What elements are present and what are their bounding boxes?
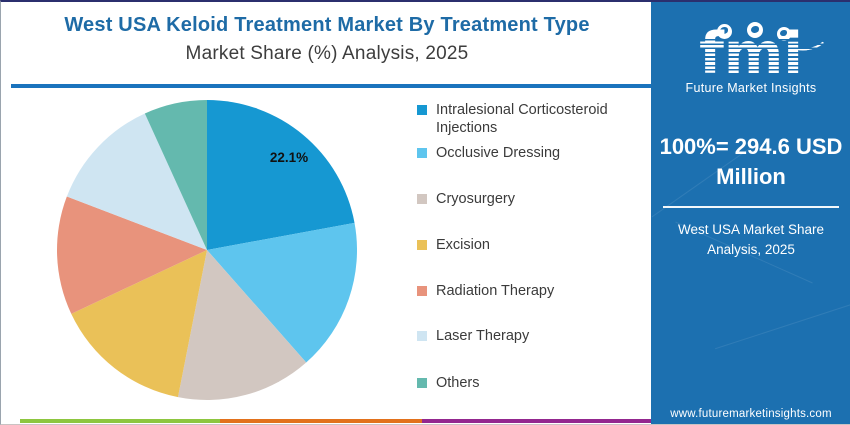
pie-slice-radiation-therapy [57,196,207,314]
pie-slice-occlusive-dressing [207,222,358,363]
fmi-logo: fmi Future Market Insights [651,12,850,112]
chart-title: West USA Keloid Treatment Market By Trea… [64,14,590,36]
legend-swatch [417,331,427,341]
header: West USA Keloid Treatment Market By Trea… [1,2,653,65]
legend-label: Cryosurgery [436,191,515,207]
pie-slice-excision [71,250,207,398]
sidebar-caption: West USA Market Share Analysis, 2025 [677,222,825,257]
fmi-logo-dots [651,22,850,54]
pie-slice-value-label: 22.1% [269,150,309,165]
sidebar-texture-line [715,295,850,350]
fmi-logo-name: Future Market Insights [685,81,817,95]
legend-swatch [417,194,427,204]
legend-label: Laser Therapy [436,328,530,344]
legend-swatch [417,378,427,388]
pie-slice-cryosurgery [177,250,307,400]
legend-swatch [417,105,427,115]
website-url: www.futuremarketinsights.com [670,408,832,420]
legend-label: Others [436,375,480,391]
logo-globe-glyph [720,27,728,34]
legend-item: Others [417,375,631,393]
logo-globe-icon [717,24,732,39]
footer-bar-segment [422,419,651,423]
pie-chart [57,100,358,400]
pie-slice-others [144,100,207,250]
chart-subtitle: Market Share (%) Analysis, 2025 [185,43,469,64]
logo-globe-glyph [751,26,759,33]
legend-label: Radiation Therapy [436,283,555,299]
legend-swatch [417,148,427,158]
fmi-wordmark-stripes [671,39,831,83]
legend-item: Excision [417,237,631,255]
market-size-highlight: 100%= 294.6 USD Million [659,134,843,189]
legend-item: Intralesional Corticosteroid Injections [417,102,631,137]
logo-globe-icon [747,22,763,38]
legend-swatch [417,240,427,250]
legend-item: Laser Therapy [417,328,631,346]
logo-globe-glyph [780,30,787,36]
logo-globe-icon [777,27,791,41]
legend-item: Radiation Therapy [417,283,631,301]
legend-item: Occlusive Dressing [417,145,631,163]
footer-bar-segment [20,419,220,423]
brand-sidebar: fmi Future Market Insights 100%= 294.6 U… [651,2,850,424]
footer-bar-segment [220,419,422,423]
header-underline [11,84,653,88]
legend-label: Intralesional Corticosteroid Injections [436,102,608,136]
sidebar-divider [663,206,839,209]
pie-svg [57,100,358,400]
pie-slice-laser-therapy [66,113,207,250]
pie-slice-intralesional-corticosteroid-injections [207,100,355,250]
legend-swatch [417,286,427,296]
legend-label: Occlusive Dressing [436,145,561,161]
legend-item: Cryosurgery [417,191,631,209]
legend-label: Excision [436,237,490,253]
